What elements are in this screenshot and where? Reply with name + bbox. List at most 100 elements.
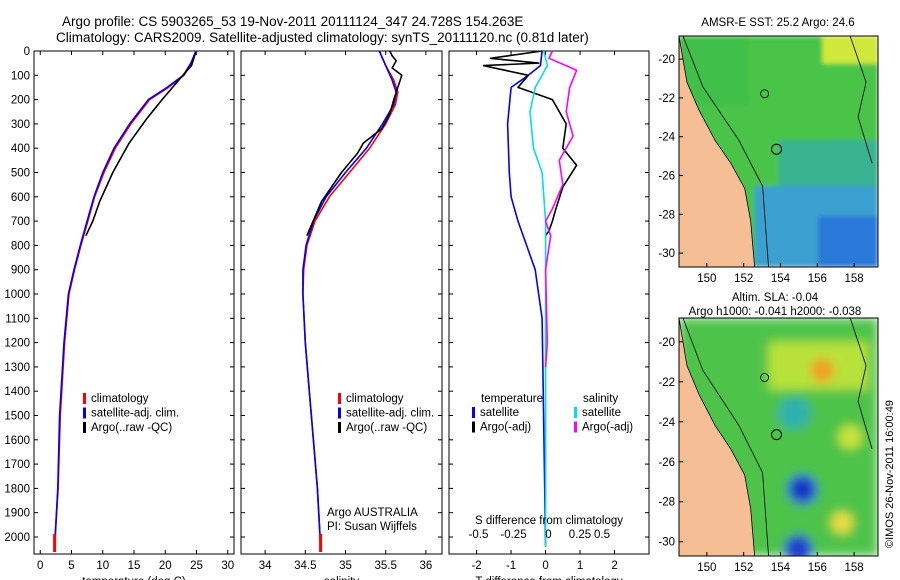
y-tick-label: 1200 [4,338,30,350]
map-y-tick-label: -24 [658,132,675,144]
x-tick-label: 10 [96,560,109,572]
legend-label: climatology [346,393,404,405]
land [679,318,756,556]
series-line [506,50,547,547]
map-x-tick-label: 150 [697,273,716,285]
pi-annotation: PI: Susan Wijffels [327,521,417,533]
x-tick-label: 34 [259,560,272,572]
legend-swatch [472,421,475,433]
sst-coolest [818,216,878,267]
legend-swatch [574,407,577,418]
map-x-tick-label: 158 [845,562,864,574]
x-tick-label: 5 [68,560,74,572]
legend-heading: temperature [481,393,543,405]
land [679,36,756,267]
x-tick-label: 0 [542,560,548,572]
y-tick-label: 1800 [4,483,30,495]
seamount-contour [760,373,769,382]
legend-swatch [338,393,341,404]
panel-frame [33,50,235,555]
map-y-tick-label: -24 [658,417,675,429]
sla-peak [810,358,835,383]
sst-map-title: AMSR-E SST: 25.2 Argo: 24.6 [701,17,854,29]
sla-high3 [831,511,854,534]
y-tick-label: 1300 [4,362,30,374]
sla-low3 [784,534,813,556]
y-tick-label: 1900 [4,508,30,520]
legend-label: Argo(-adj) [480,422,531,434]
series-line [302,50,398,547]
legend-label: Argo(..raw -QC) [91,422,172,434]
x-tick-label: -1 [506,560,516,572]
legend-label: Argo(-adj) [582,422,633,434]
ridge-contour [849,318,873,450]
argo-annotation: Argo AUSTRALIA [327,507,418,519]
y-tick-label: 500 [11,167,30,179]
legend-label: Argo(..raw -QC) [346,422,427,434]
y-tick-label: 300 [11,119,30,131]
x-tick-label: 25 [190,560,203,572]
sla-field [679,318,878,556]
y-tick-label: 1000 [4,289,30,301]
map-body [679,36,878,267]
legend-swatch [83,422,86,433]
map-y-tick-label: -28 [658,209,675,221]
y-tick-label: 1600 [4,435,30,447]
panel-differences: -2 -1 0 1 2 T difference from climatology [448,50,650,580]
y-tick-label: 2000 [4,532,30,544]
top-tick-label: 0.5 [594,529,610,541]
legend-label: satellite [582,407,621,419]
map-y-tick-label: -28 [658,497,675,509]
map-y-tick-label: -22 [658,93,675,105]
legend-swatch [472,407,475,418]
x-tick-label: 2 [611,560,617,572]
series-line [85,53,197,237]
seamount-contour [760,89,769,99]
x-tick-label: 34.5 [294,560,316,572]
x-tick-label: -2 [471,560,481,572]
y-tick-label: 0 [24,46,30,58]
map-y-tick-label: -26 [658,171,675,183]
sla-map-title-1: Altim. SLA: -0.04 [732,292,819,304]
bottom-marker [319,534,323,552]
series-line [544,50,578,367]
y-tick-label: 1700 [4,459,30,471]
argo-float-marker [771,143,783,155]
figure-title-line1: Argo profile: CS 5903265_53 19-Nov-2011 … [62,14,524,29]
sla-map-title-2: Argo h1000: -0.041 h2000: -0.038 [689,306,862,318]
x-axis-label: salinity [324,576,359,580]
map-y-tick-label: -20 [658,54,675,66]
map-x-tick-label: 158 [845,273,864,285]
map-sst_map: -20 -22 -24 -26 -28 -30 150 152 154 156 158 [658,35,879,285]
legend-label: satellite-adj. clim. [91,408,179,420]
map-frame [678,35,879,268]
x-tick-label: 0 [37,560,43,572]
x-tick-label: 35.5 [375,560,397,572]
legend-swatch [83,407,86,419]
panel-temperature: 0100200300400500600700800900100011001200… [4,46,235,580]
top-tick-label: -0.5 [469,529,489,541]
x-axis-label: temperature (deg C) [82,576,186,580]
y-tick-label: 400 [11,143,30,155]
legend-label: satellite-adj. clim. [346,408,434,420]
sla-high2 [838,425,863,449]
map-x-tick-label: 150 [697,562,716,574]
y-tick-label: 1100 [5,313,30,325]
series-line [529,50,549,547]
y-tick-label: 600 [11,192,30,204]
map-x-tick-label: 156 [808,562,827,574]
series-line [53,50,197,547]
map-frame [678,317,879,557]
ridge-contour [849,36,873,164]
map-x-tick-label: 156 [808,273,827,285]
map-x-tick-label: 154 [771,273,791,285]
top-tick-label: -0.25 [500,529,526,541]
y-tick-label: 200 [11,95,30,107]
legend-label: climatology [91,393,149,405]
map-x-tick-label: 154 [771,562,791,574]
figure-title-line2: Climatology: CARS2009. Satellite-adjuste… [56,30,589,45]
x-tick-label: 36 [420,560,433,572]
legend-swatch [338,422,341,433]
series-line [482,50,578,237]
